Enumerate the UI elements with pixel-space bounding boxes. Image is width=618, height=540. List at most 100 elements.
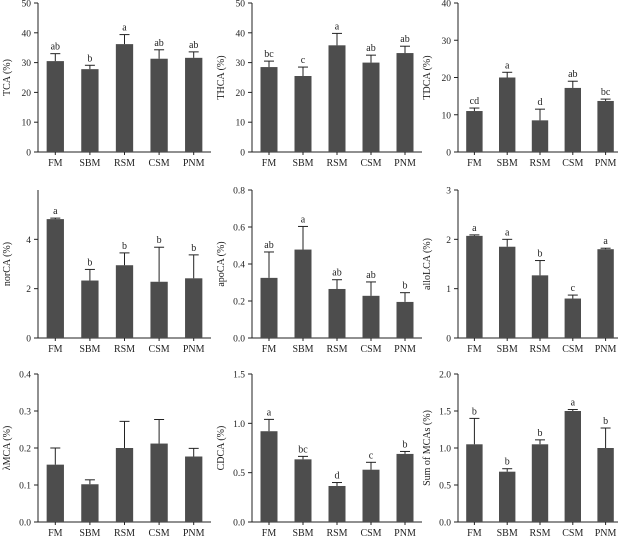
panel-2-ytick-label: 0 [446,149,451,159]
panel-8-sig-letter-SBM: b [505,457,510,468]
panel-5-ylabel: alloLCA (%) [422,238,433,290]
panel-2-sig-letter-CSM: ab [568,69,577,80]
panel-0-ytick-label: 10 [22,119,32,129]
panel-2-bar-PNM [597,100,614,152]
panel-8-sig-letter-RSM: b [538,428,543,439]
panel-7-category-CSM: CSM [360,528,381,539]
panel-7-ytick-label: 0.5 [233,469,245,479]
panel-4-sig-letter-FM: ab [264,240,273,251]
panel-1-category-RSM: RSM [326,158,347,169]
panel-1-bar-RSM [328,45,346,152]
panel-4-bar-SBM [294,249,312,338]
panel-7-bar-RSM [328,485,346,522]
panel-2-bar-RSM [531,120,549,152]
panel-5-ytick-label: 3 [446,187,451,197]
panel-7-category-SBM: SBM [292,528,313,539]
panel-4-ytick-label: 0.0 [233,335,245,345]
panel-6-ytick-label: 0.1 [19,482,31,492]
panel-1-bar-FM [260,67,278,152]
panel-6-ytick-label: 0.3 [19,408,31,418]
panel-2-ylabel: TDCA (%) [422,55,433,99]
panel-3-sig-letter-FM: a [53,206,58,217]
panel-3-sig-letter-PNM: b [191,243,196,254]
panel-7-sig-letter-RSM: d [335,471,340,482]
panel-0-bar-FM [46,61,64,152]
panel-0-category-SBM: SBM [79,158,100,169]
panel-0-category-FM: FM [48,158,63,169]
panel-7-category-RSM: RSM [326,528,347,539]
panel-8-ytick-label: 0.5 [439,482,451,492]
panel-4-sig-letter-PNM: b [403,281,408,292]
panel-4-category-CSM: CSM [360,344,381,355]
panel-8-ytick-label: 0.0 [439,519,451,529]
panel-7-category-FM: FM [262,528,277,539]
panel-8-sig-letter-PNM: b [603,416,608,427]
panel-6-bar-RSM [115,448,134,522]
panel-2-ytick-label: 20 [442,74,452,84]
panel-5-ytick-label: 2 [446,236,451,246]
panel-5-category-CSM: CSM [562,344,583,355]
panel-2-ytick-label: 30 [442,37,452,47]
panel-1-sig-letter-RSM: a [335,21,340,32]
panel-4-sig-letter-SBM: a [301,214,306,225]
panel-4-sig-letter-RSM: ab [332,268,341,279]
panel-4-ytick-label: 0.6 [233,224,245,234]
panel-7-ytick-label: 1.0 [233,420,245,430]
panel-4-ytick-label: 0.2 [233,298,245,308]
panel-0-sig-letter-CSM: ab [154,38,163,49]
panel-7-sig-letter-CSM: c [369,450,374,461]
panel-5-sig-letter-PNM: a [603,236,608,247]
panel-5-bar-SBM [499,246,516,338]
panel-3-category-CSM: CSM [149,344,170,355]
panel-5-sig-letter-FM: a [472,223,477,234]
panel-1-ytick-label: 50 [236,0,246,10]
panel-4-bar-FM [260,277,278,338]
panel-5-sig-letter-SBM: a [505,227,510,238]
panel-8-category-FM: FM [467,528,482,539]
panel-2-category-PNM: PNM [595,158,617,169]
panel-6-bar-SBM [81,484,99,522]
panel-5-category-SBM: SBM [497,344,518,355]
panel-2-bar-FM [466,111,483,152]
panel-0-sig-letter-SBM: b [87,53,92,64]
panel-1-category-FM: FM [262,158,277,169]
panel-3-bar-RSM [115,265,134,338]
panel-7-ytick-label: 0.0 [233,519,245,529]
panel-6-bar-PNM [185,456,203,522]
panel-4-category-RSM: RSM [326,344,347,355]
panel-0-ylabel: TCA (%) [2,59,13,96]
panel-8-bar-CSM [564,411,581,522]
panel-8-bar-FM [466,444,483,522]
panel-7-sig-letter-FM: a [267,407,272,418]
panel-8-category-PNM: PNM [595,528,617,539]
panel-2-ytick-label: 10 [442,111,452,121]
panel-4-category-PNM: PNM [394,344,416,355]
panel-1-category-SBM: SBM [292,158,313,169]
panel-5-category-RSM: RSM [529,344,550,355]
panel-3-category-FM: FM [48,344,63,355]
panel-2-ytick-label: 40 [442,0,452,10]
panel-8-ytick-label: 1.5 [439,408,451,418]
panel-4-category-FM: FM [262,344,277,355]
panel-2-sig-letter-RSM: d [538,97,543,108]
panel-5-sig-letter-RSM: b [538,249,543,260]
panel-1-sig-letter-PNM: ab [400,34,409,45]
panel-1-sig-letter-FM: bc [264,49,274,60]
panel-8-bar-PNM [597,448,614,522]
panel-8-category-RSM: RSM [529,528,550,539]
panel-2-bar-SBM [499,77,516,152]
panel-1-ytick-label: 10 [236,119,246,129]
panel-0-ytick-label: 40 [22,29,32,39]
panel-0-bar-RSM [115,44,134,152]
panel-2-sig-letter-SBM: a [505,60,510,71]
panel-3-sig-letter-RSM: b [122,241,127,252]
panel-8-sig-letter-CSM: a [571,398,576,409]
panel-0-bar-CSM [150,58,168,153]
panel-2-category-CSM: CSM [562,158,583,169]
panel-1-bar-CSM [362,62,380,152]
panel-3-category-PNM: PNM [183,344,205,355]
panel-5-ytick-label: 1 [446,285,451,295]
panel-6-bar-CSM [150,443,168,522]
panel-3-ytick-label: 4 [26,236,31,246]
